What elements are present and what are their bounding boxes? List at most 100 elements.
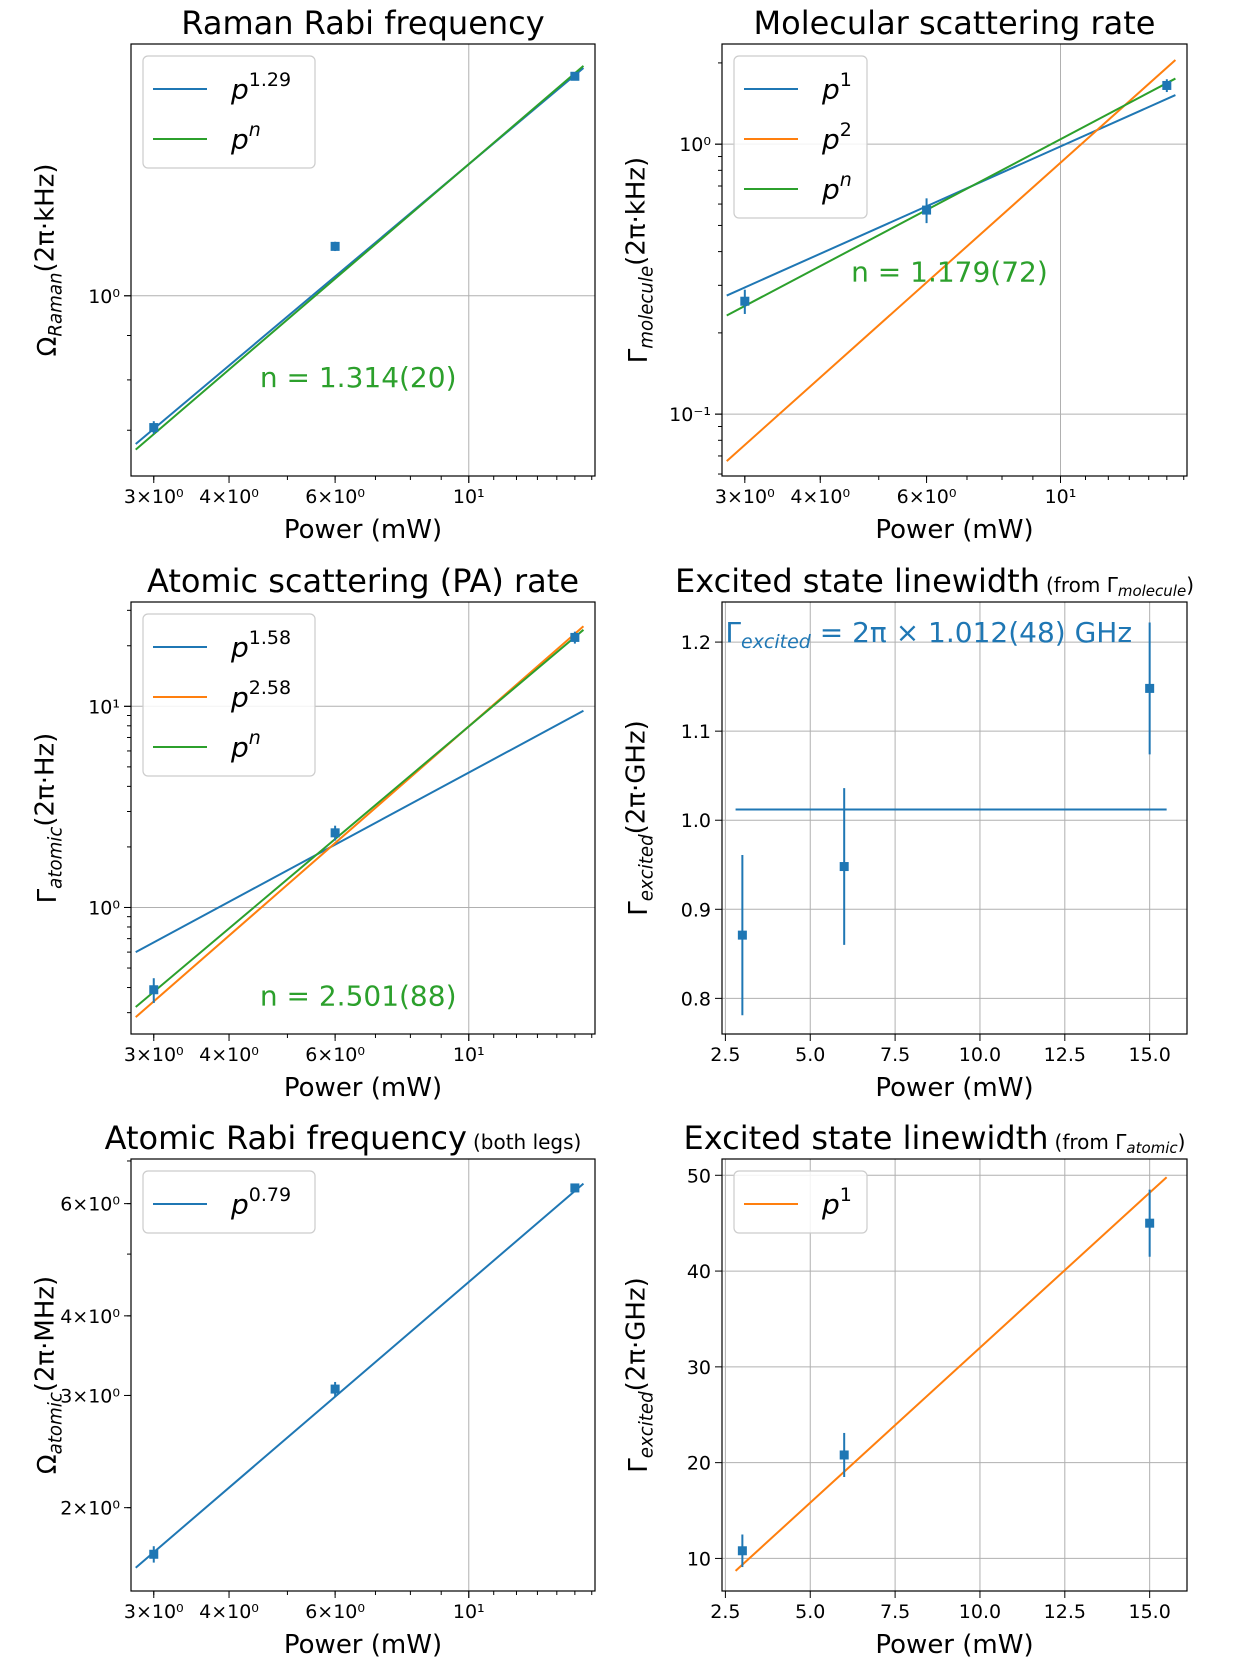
x-tick-label: 4×10⁰ bbox=[790, 486, 850, 508]
data-point bbox=[1145, 1218, 1155, 1228]
chart-title: Atomic Rabi frequency (both legs) bbox=[105, 1119, 582, 1157]
chart-title: Raman Rabi frequency bbox=[181, 4, 544, 42]
legend: p1.58 p2.58 pn bbox=[142, 613, 316, 777]
x-tick-label: 5.0 bbox=[795, 1044, 825, 1066]
data-point bbox=[839, 1450, 849, 1460]
x-tick-label: 12.5 bbox=[1044, 1044, 1086, 1066]
y-axis-label: Γmolecule(2π·kHz) bbox=[622, 157, 658, 363]
y-tick-label: 10¹ bbox=[88, 696, 120, 718]
x-tick-label: 15.0 bbox=[1129, 1601, 1171, 1623]
data-point bbox=[330, 1384, 340, 1394]
data-point bbox=[839, 862, 849, 872]
data-point bbox=[570, 632, 580, 642]
data-point bbox=[737, 1546, 747, 1556]
legend-label: p1 bbox=[821, 69, 852, 106]
fit-line-p0.79 bbox=[135, 1182, 585, 1569]
x-tick-label: 3×10⁰ bbox=[715, 486, 775, 508]
x-tick-label: 4×10⁰ bbox=[199, 486, 259, 508]
y-axis-label: Ωatomic(2π·MHz) bbox=[31, 1276, 67, 1474]
plot-frame bbox=[130, 1158, 596, 1592]
x-tick-label: 10.0 bbox=[959, 1044, 1001, 1066]
x-axis-label: Power (mW) bbox=[284, 1073, 442, 1103]
legend: p1 bbox=[733, 1170, 868, 1234]
x-tick-label: 4×10⁰ bbox=[199, 1601, 259, 1623]
x-axis-label: Power (mW) bbox=[875, 1630, 1033, 1660]
chart-title: Molecular scattering rate bbox=[754, 4, 1156, 42]
x-tick-label: 7.5 bbox=[880, 1601, 910, 1623]
y-tick-label: 4×10⁰ bbox=[60, 1306, 120, 1328]
legend-label: pn bbox=[230, 727, 261, 764]
data-point bbox=[737, 930, 747, 940]
fit-annotation: n = 1.179(72) bbox=[851, 255, 1048, 288]
plot-frame bbox=[721, 601, 1188, 1035]
y-tick-label: 10⁰ bbox=[88, 897, 120, 919]
legend: p1.29 pn bbox=[142, 55, 316, 169]
x-tick-label: 6×10⁰ bbox=[897, 486, 957, 508]
x-tick-label: 3×10⁰ bbox=[124, 1601, 184, 1623]
legend: p1 p2 pn bbox=[733, 55, 868, 219]
data-point bbox=[570, 1183, 580, 1193]
legend-box bbox=[733, 1170, 868, 1234]
legend-label: pn bbox=[230, 119, 261, 156]
y-tick-label: 1.1 bbox=[681, 721, 711, 743]
legend-box bbox=[733, 55, 868, 219]
fit-line-p1 bbox=[734, 1176, 1168, 1572]
legend-label: p2.58 bbox=[230, 677, 291, 714]
legend-label: p2 bbox=[821, 119, 852, 156]
x-tick-label: 6×10⁰ bbox=[305, 1044, 365, 1066]
chart-linewidth_atomic: 2.5 5.0 7.5 10.0 12.5 15.0 10 20 30 40 50 Power (mW… bbox=[622, 1119, 1188, 1660]
chart-atomic: 3×10⁰ 4×10⁰ 6×10⁰ 10¹ 10⁰ 10¹ Power (mW) Γatomi… bbox=[31, 562, 596, 1103]
x-tick-label: 15.0 bbox=[1129, 1044, 1171, 1066]
y-axis-label: ΩRaman(2π·kHz) bbox=[31, 163, 67, 356]
legend-label: p1.29 bbox=[230, 69, 291, 106]
x-tick-label: 12.5 bbox=[1044, 1601, 1086, 1623]
y-tick-label: 20 bbox=[687, 1453, 711, 1475]
y-tick-label: 10⁻¹ bbox=[669, 404, 711, 426]
chart-title: Atomic scattering (PA) rate bbox=[147, 562, 579, 600]
x-axis-label: Power (mW) bbox=[284, 515, 442, 545]
y-tick-label: 10⁰ bbox=[679, 134, 711, 156]
chart-atomic_rabi: 3×10⁰ 4×10⁰ 6×10⁰ 10¹ 2×10⁰ 3×10⁰ 4×10⁰ 6×10⁰ Po… bbox=[31, 1119, 596, 1660]
chart-title: Excited state linewidth (from Γmolecule) bbox=[675, 562, 1194, 600]
plot-frame bbox=[130, 601, 596, 1035]
x-tick-label: 6×10⁰ bbox=[305, 1601, 365, 1623]
y-tick-label: 40 bbox=[687, 1261, 711, 1283]
y-tick-label: 2×10⁰ bbox=[60, 1498, 120, 1520]
x-tick-label: 3×10⁰ bbox=[124, 486, 184, 508]
y-axis-label: Γatomic(2π·Hz) bbox=[31, 733, 67, 904]
data-point bbox=[149, 1549, 159, 1559]
y-tick-label: 1.0 bbox=[681, 810, 711, 832]
data-point bbox=[1145, 683, 1155, 693]
data-point bbox=[570, 71, 580, 81]
legend-label: p1.58 bbox=[230, 627, 291, 664]
data-point bbox=[330, 241, 340, 251]
x-tick-label: 10.0 bbox=[959, 1601, 1001, 1623]
y-axis-label: Γexcited(2π·GHz) bbox=[622, 720, 658, 915]
x-tick-label: 6×10⁰ bbox=[305, 486, 365, 508]
fit-line-p1.58 bbox=[135, 709, 584, 953]
fit-annotation: n = 2.501(88) bbox=[260, 980, 457, 1013]
y-tick-label: 10⁰ bbox=[88, 286, 120, 308]
plot-frame bbox=[130, 43, 596, 477]
chart-molecule: 3×10⁰ 4×10⁰ 6×10⁰ 10¹ 10⁻¹ 10⁰ Power (mW) Γmole… bbox=[622, 4, 1188, 545]
legend: p0.79 bbox=[142, 1170, 316, 1234]
data-point bbox=[149, 423, 159, 433]
x-tick-label: 10¹ bbox=[453, 486, 485, 508]
x-tick-label: 2.5 bbox=[710, 1044, 740, 1066]
legend-label: p0.79 bbox=[230, 1184, 291, 1221]
legend-box bbox=[142, 1170, 316, 1234]
chart-title: Excited state linewidth (from Γatomic) bbox=[684, 1119, 1186, 1157]
x-tick-label: 4×10⁰ bbox=[199, 1044, 259, 1066]
fit-line-pn bbox=[135, 65, 585, 451]
legend-label: p1 bbox=[821, 1184, 852, 1221]
x-axis-label: Power (mW) bbox=[875, 515, 1033, 545]
fit-line-pn bbox=[726, 77, 1176, 317]
fit-line-p1 bbox=[726, 94, 1176, 297]
fit-line-pn bbox=[135, 629, 585, 1008]
x-tick-label: 5.0 bbox=[795, 1601, 825, 1623]
y-tick-label: 1.2 bbox=[681, 632, 711, 654]
x-axis-label: Power (mW) bbox=[284, 1630, 442, 1660]
data-point bbox=[330, 828, 340, 838]
y-tick-label: 6×10⁰ bbox=[60, 1194, 120, 1216]
